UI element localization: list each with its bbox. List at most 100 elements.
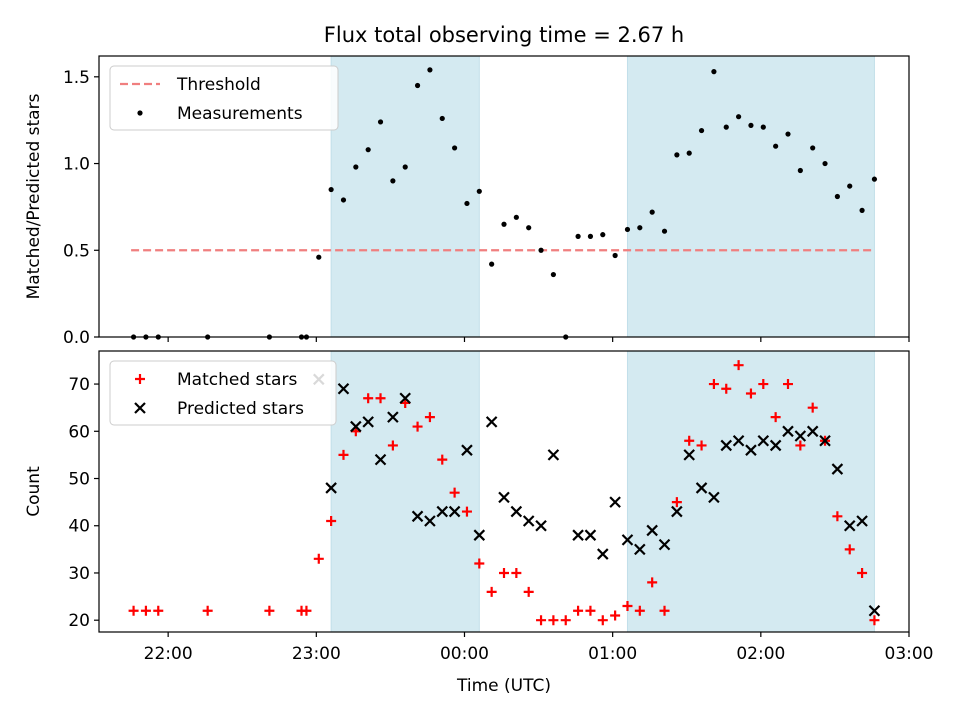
matched-star-point	[449, 487, 460, 498]
measurement-point	[773, 143, 779, 149]
measurement-point	[859, 207, 865, 213]
matched-star-point	[437, 454, 448, 465]
predicted-star-point	[843, 519, 856, 532]
matched-star-point	[499, 567, 509, 578]
predicted-star-point	[362, 416, 374, 428]
measurement-point	[316, 254, 322, 260]
matched-star-point	[745, 388, 756, 399]
plot-frame	[98, 350, 910, 633]
y-tick-label: 1.0	[63, 155, 90, 175]
x-tick-label: 03:00	[885, 644, 934, 664]
measurement-point	[402, 164, 408, 170]
observing-window-shade	[330, 350, 480, 633]
matched-star-point	[363, 393, 374, 404]
predicted-star-point	[806, 425, 819, 438]
measurement-point	[723, 124, 729, 130]
matched-star-point	[301, 605, 312, 616]
matched-star-point	[511, 567, 522, 578]
predicted-star-point	[819, 434, 831, 447]
matched-star-point	[696, 440, 707, 451]
matched-star-point	[869, 615, 880, 626]
matched-star-point	[412, 421, 423, 432]
measurement-point	[612, 252, 618, 259]
predicted-star-point	[572, 529, 584, 541]
predicted-star-point	[720, 439, 733, 452]
predicted-star-point	[634, 543, 646, 556]
measurement-point	[698, 127, 705, 134]
y-tick-label: 60	[68, 422, 90, 442]
x-tick-label: 02:00	[736, 644, 785, 664]
measurement-point	[476, 188, 482, 194]
matched-star-point	[202, 605, 213, 616]
measurement-point	[785, 131, 791, 137]
matched-star-point	[560, 615, 571, 626]
predicted-star-point	[708, 491, 720, 504]
predicted-star-point	[337, 383, 350, 395]
measurement-point	[538, 247, 544, 253]
matched-star-point	[486, 586, 497, 597]
matched-star-point	[523, 586, 534, 597]
ratio-panel: 0.0 0.5 1.0 1.5 Matched/Predicted stars Thres…	[24, 55, 910, 348]
predicted-star-point	[732, 434, 745, 447]
y-tick-label: 0.5	[63, 241, 90, 261]
measurement-point	[513, 214, 519, 220]
measurement-point	[414, 82, 421, 89]
measurement-point	[711, 69, 717, 75]
measurement-point	[439, 115, 445, 122]
measurement-point	[834, 193, 840, 200]
matched-star-point	[548, 615, 559, 626]
predicted-star-point	[522, 515, 535, 527]
matched-star-point	[758, 379, 769, 390]
measurement-point	[637, 225, 643, 231]
y-tick-label: 50	[68, 470, 90, 490]
legend-label: Predicted stars	[177, 399, 304, 419]
predicted-star-point	[683, 449, 695, 461]
matched-star-point	[770, 412, 781, 423]
matched-star-point	[140, 605, 151, 616]
measurement-point	[377, 119, 384, 125]
legend-box	[109, 360, 337, 426]
predicted-star-point	[794, 430, 807, 442]
predicted-star-point	[350, 420, 362, 433]
predicted-star-point	[757, 434, 770, 447]
predicted-star-point	[609, 496, 621, 508]
legend-label: Matched stars	[177, 370, 297, 390]
matched-star-point	[573, 605, 584, 616]
y-tick-label: 1.5	[63, 68, 90, 88]
measurement-point	[797, 167, 803, 174]
predicted-star-point	[868, 604, 881, 617]
matched-star-point	[536, 615, 547, 626]
y-tick-label: 30	[68, 564, 90, 584]
predicted-star-point	[782, 425, 794, 438]
measurement-point	[550, 271, 556, 278]
measurement-point	[674, 152, 680, 158]
matched-star-point	[424, 412, 435, 423]
predicted-star-point	[485, 416, 498, 428]
measurement-point	[871, 176, 878, 182]
matched-star-point	[338, 449, 349, 460]
measurement-point	[390, 178, 396, 184]
matched-star-point	[857, 567, 868, 578]
predicted-star-point	[547, 449, 560, 461]
matched-star-point	[684, 435, 695, 446]
matched-star-point	[153, 605, 164, 616]
observing-window-shade	[330, 55, 480, 338]
measurement-point	[489, 261, 495, 267]
measurement-point	[427, 67, 433, 73]
measurement-point	[624, 226, 631, 233]
matched-star-point	[128, 605, 139, 616]
x-tick-label: 22:00	[144, 644, 193, 664]
predicted-star-point	[769, 439, 782, 452]
matched-star-point	[375, 393, 386, 404]
y-tick-label: 0.0	[63, 328, 90, 348]
matched-star-point	[659, 605, 670, 616]
x-tick-label: 00:00	[440, 644, 489, 664]
y-axis-label: Matched/Predicted stars	[24, 93, 44, 299]
matched-star-point	[474, 558, 485, 569]
matched-star-point	[721, 383, 732, 394]
predicted-star-point	[597, 548, 609, 560]
predicted-star-point	[646, 524, 658, 537]
predicted-star-point	[461, 444, 473, 456]
measurement-point	[748, 122, 754, 128]
